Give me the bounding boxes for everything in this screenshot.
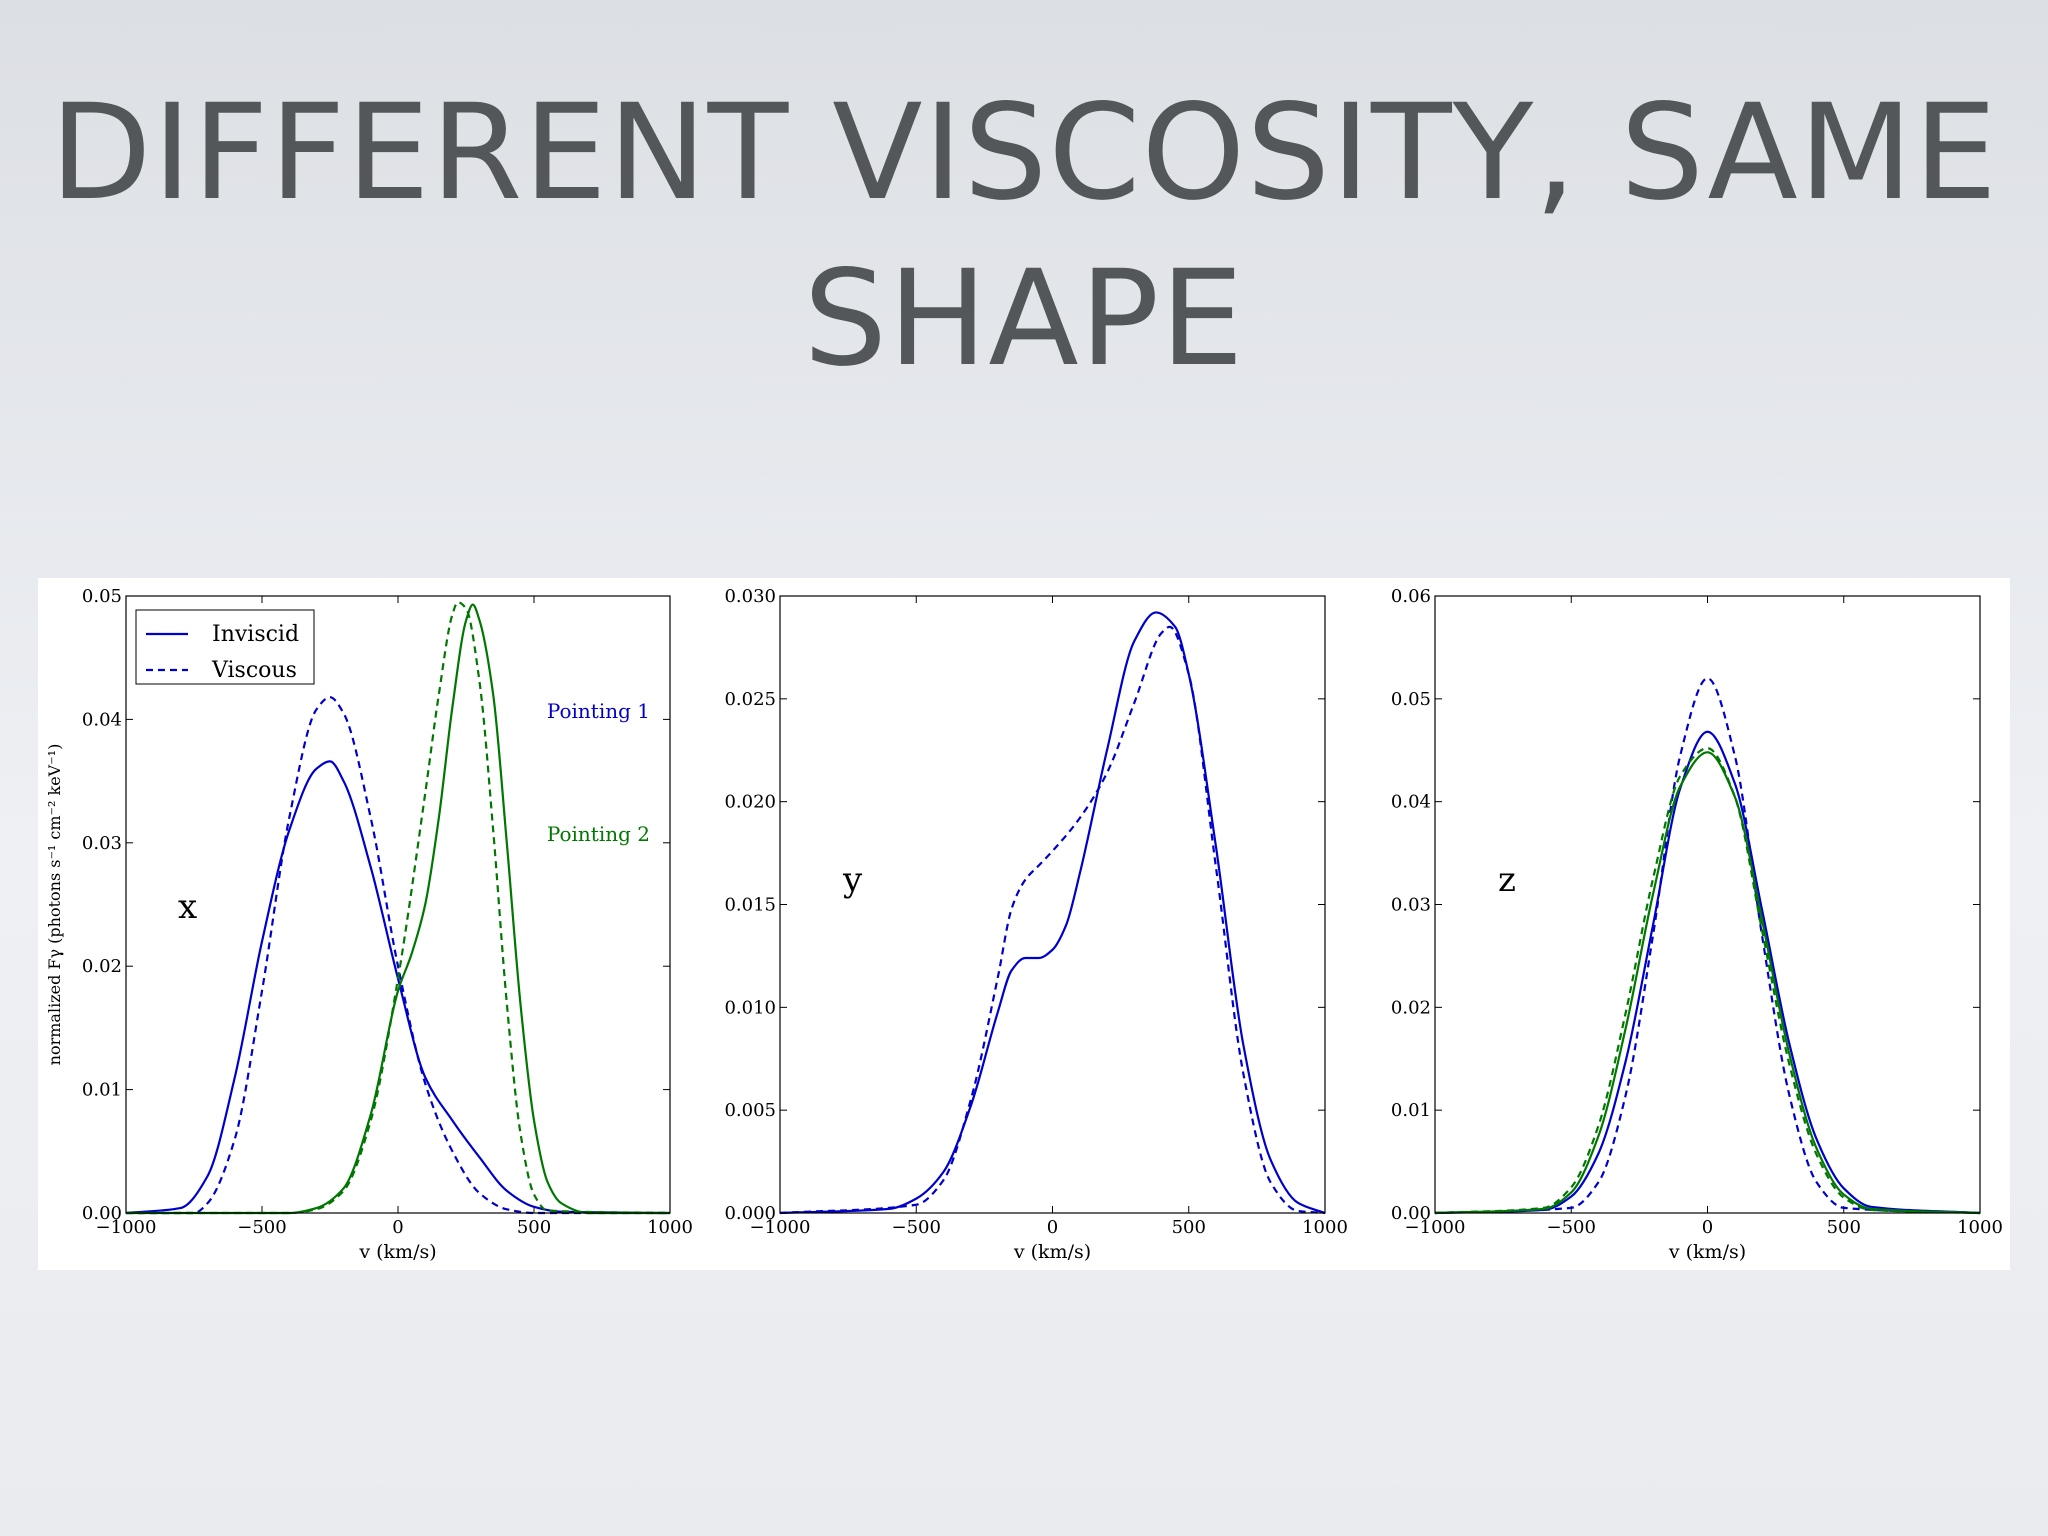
y-tick-label: 0.05 [1391,689,1431,710]
series-line-blue-solid [125,760,671,1215]
annotation-pointing-1: Pointing 1 [547,699,650,723]
y-tick-label: 0.020 [724,792,776,813]
x-tick-label: 0 [1047,1217,1058,1238]
y-tick-label: 0.02 [82,956,122,977]
y-tick-label: 0.000 [724,1203,776,1224]
plot-frame [125,595,671,1214]
chart-figure: −1000 −500 0 500 1000 0.00 0.01 0.02 0.03 0.04 0.0… [45,586,2003,1263]
panel-label: z [1498,860,1516,900]
annotation-pointing-2: Pointing 2 [547,822,650,846]
slide-title-line-1: DIFFERENT VISCOSITY, SAME [49,76,1999,230]
panel-label: y [842,860,863,900]
series-line-blue-solid [779,611,1326,1215]
x-tick-label: 1000 [1302,1217,1348,1238]
y-tick-label: 0.01 [82,1080,122,1101]
legend-label: Inviscid [212,622,299,647]
x-tick-label: 500 [517,1217,551,1238]
y-tick-label: 0.05 [82,586,122,607]
y-tick-label: 0.01 [1391,1100,1431,1121]
series-line-blue-dashed [1434,677,1981,1215]
y-axis-label: normalized Fγ (photons s⁻¹ cm⁻² keV⁻¹) [45,744,64,1066]
series-line-blue-solid [1434,730,1981,1215]
y-tick-label: 0.03 [1391,895,1431,916]
slide-title: DIFFERENT VISCOSITY, SAME SHAPE [0,70,2048,402]
x-tick-label: 0 [1702,1217,1713,1238]
y-tick-label: 0.010 [724,997,776,1018]
x-tick-label: −1000 [750,1217,811,1238]
y-tick-label: 0.030 [724,586,776,607]
legend-label: Viscous [211,658,297,683]
x-tick-label: −500 [237,1217,286,1238]
y-tick-label: 0.00 [1391,1203,1431,1224]
plot-frame [1434,595,1981,1214]
x-tick-label: 0 [392,1217,403,1238]
y-tick-label: 0.00 [82,1203,122,1224]
x-tick-label: 500 [1827,1217,1861,1238]
x-tick-label: 500 [1172,1217,1206,1238]
series-line-green-dashed [126,601,671,1215]
x-axis-label: v (km/s) [1013,1241,1091,1263]
legend-box [135,609,315,685]
y-tick-label: 0.015 [724,895,776,916]
x-tick-label: 1000 [647,1217,693,1238]
chart-panel-x: −1000 −500 0 500 1000 0.00 0.01 0.02 0.03 0.04 0.0… [45,586,693,1263]
x-tick-label: −1000 [96,1217,157,1238]
series-line-blue-dashed [779,625,1326,1215]
panel-label: x [178,887,197,927]
y-tick-label: 0.04 [1391,792,1431,813]
y-tick-label: 0.03 [82,833,122,854]
chart-panel-y: −1000 −500 0 500 1000 0.000 0.005 0.010 0.015 0.0… [724,586,1347,1263]
legend: Inviscid Viscous [135,609,315,685]
slide-title-line-2: SHAPE [803,242,1245,396]
series-line-green-solid [1434,751,1981,1215]
plot-frame [779,595,1326,1214]
y-tick-label: 0.06 [1391,586,1431,607]
y-tick-label: 0.02 [1391,997,1431,1018]
series-line-green-dashed [1434,747,1981,1215]
x-axis-label: v (km/s) [1668,1241,1746,1263]
series-line-blue-dashed [126,696,670,1215]
y-tick-label: 0.04 [82,709,122,730]
y-tick-label: 0.005 [724,1100,776,1121]
series-line-green-solid [126,603,670,1215]
figure-panel: −1000 −500 0 500 1000 0.00 0.01 0.02 0.03 0.04 0.0… [38,578,2010,1270]
x-tick-label: −500 [1547,1217,1596,1238]
chart-panel-z: −1000 −500 0 500 1000 0.00 0.01 0.02 0.03 0.04 0.0… [1391,586,2003,1263]
x-tick-label: 1000 [1957,1217,2003,1238]
x-tick-label: −500 [892,1217,941,1238]
x-tick-label: −1000 [1405,1217,1466,1238]
y-tick-label: 0.025 [724,689,776,710]
x-axis-label: v (km/s) [358,1241,436,1263]
